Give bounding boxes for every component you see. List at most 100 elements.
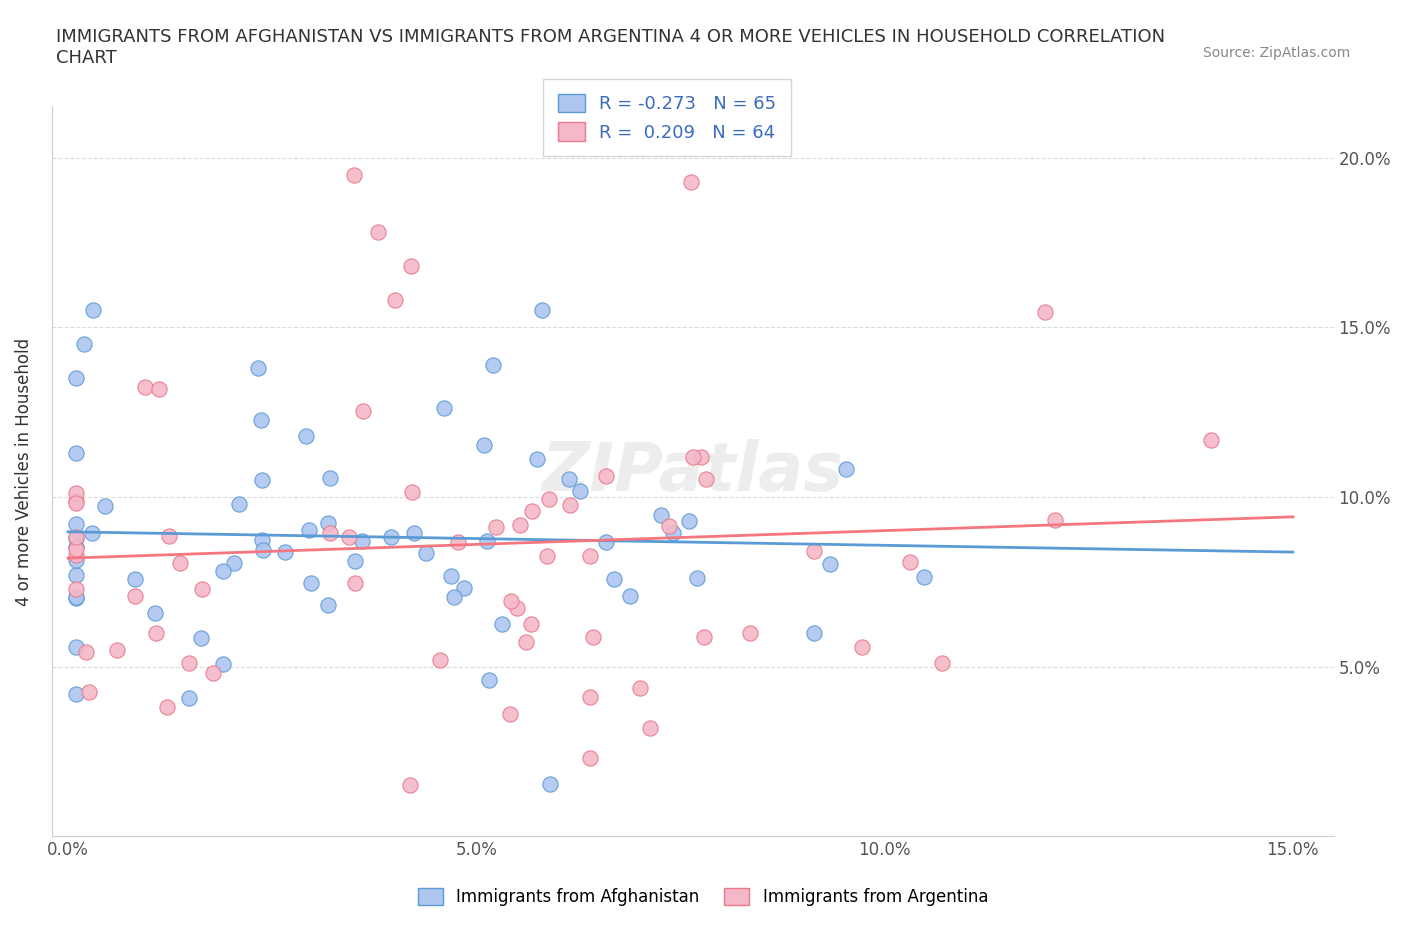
- Text: IMMIGRANTS FROM AFGHANISTAN VS IMMIGRANTS FROM ARGENTINA 4 OR MORE VEHICLES IN H: IMMIGRANTS FROM AFGHANISTAN VS IMMIGRANT…: [56, 28, 1166, 67]
- Point: [65, 581, 87, 596]
- Text: Source: ZipAtlas.com: Source: ZipAtlas.com: [1202, 46, 1350, 60]
- Point: [740, 625, 762, 640]
- Point: [65, 371, 87, 386]
- Point: [65, 530, 87, 545]
- Point: [579, 549, 602, 564]
- Point: [65, 485, 87, 500]
- Point: [401, 485, 423, 499]
- Point: [522, 503, 544, 518]
- Point: [803, 543, 825, 558]
- Point: [124, 588, 146, 603]
- Point: [143, 605, 166, 620]
- Point: [82, 303, 104, 318]
- Point: [536, 549, 558, 564]
- Point: [295, 429, 318, 444]
- Point: [443, 590, 465, 604]
- Point: [337, 530, 360, 545]
- Point: [447, 535, 470, 550]
- Point: [912, 569, 935, 584]
- Point: [316, 516, 339, 531]
- Point: [177, 691, 200, 706]
- Point: [65, 552, 87, 567]
- Y-axis label: 4 or more Vehicles in Household: 4 or more Vehicles in Household: [15, 338, 32, 605]
- Point: [65, 640, 87, 655]
- Point: [73, 337, 96, 352]
- Point: [693, 630, 716, 644]
- Point: [344, 553, 367, 568]
- Point: [367, 225, 389, 240]
- Point: [537, 492, 560, 507]
- Point: [252, 472, 274, 487]
- Point: [619, 589, 641, 604]
- Point: [82, 525, 104, 540]
- Point: [399, 777, 422, 792]
- Point: [65, 590, 87, 604]
- Point: [478, 672, 501, 687]
- Point: [595, 535, 617, 550]
- Point: [65, 494, 87, 509]
- Point: [603, 571, 626, 586]
- Point: [190, 631, 212, 645]
- Point: [298, 523, 321, 538]
- Point: [124, 572, 146, 587]
- Point: [526, 452, 548, 467]
- Point: [65, 540, 87, 555]
- Point: [399, 259, 422, 273]
- Point: [931, 656, 953, 671]
- Point: [650, 508, 672, 523]
- Point: [65, 547, 87, 562]
- Point: [319, 471, 342, 485]
- Point: [538, 777, 561, 792]
- Point: [94, 498, 117, 513]
- Point: [344, 575, 367, 590]
- Point: [148, 381, 170, 396]
- Point: [1033, 304, 1056, 319]
- Point: [250, 533, 273, 548]
- Point: [682, 449, 704, 464]
- Point: [65, 686, 87, 701]
- Point: [156, 699, 179, 714]
- Point: [520, 617, 543, 631]
- Point: [678, 513, 700, 528]
- Point: [380, 529, 402, 544]
- Point: [1043, 512, 1066, 527]
- Point: [77, 685, 100, 700]
- Point: [65, 445, 87, 460]
- Point: [803, 626, 825, 641]
- Point: [491, 617, 513, 631]
- Point: [65, 496, 87, 511]
- Legend: R = -0.273   N = 65, R =  0.209   N = 64: R = -0.273 N = 65, R = 0.209 N = 64: [543, 79, 790, 156]
- Point: [530, 303, 553, 318]
- Point: [299, 576, 322, 591]
- Point: [179, 656, 201, 671]
- Point: [628, 681, 651, 696]
- Point: [485, 519, 508, 534]
- Point: [568, 484, 591, 498]
- Point: [499, 707, 522, 722]
- Point: [662, 525, 685, 540]
- Point: [75, 644, 97, 659]
- Point: [851, 640, 873, 655]
- Point: [191, 581, 214, 596]
- Point: [65, 567, 87, 582]
- Point: [477, 534, 499, 549]
- Point: [65, 591, 87, 605]
- Point: [1199, 432, 1222, 447]
- Point: [686, 570, 709, 585]
- Point: [157, 528, 180, 543]
- Point: [228, 497, 250, 512]
- Text: ZIPatlas: ZIPatlas: [541, 439, 844, 505]
- Point: [638, 721, 661, 736]
- Point: [501, 593, 523, 608]
- Point: [429, 653, 451, 668]
- Point: [384, 293, 406, 308]
- Point: [818, 556, 841, 571]
- Point: [695, 472, 717, 487]
- Point: [316, 598, 339, 613]
- Point: [65, 530, 87, 545]
- Point: [249, 412, 271, 427]
- Point: [343, 167, 366, 182]
- Point: [579, 751, 602, 765]
- Point: [482, 358, 505, 373]
- Point: [433, 401, 456, 416]
